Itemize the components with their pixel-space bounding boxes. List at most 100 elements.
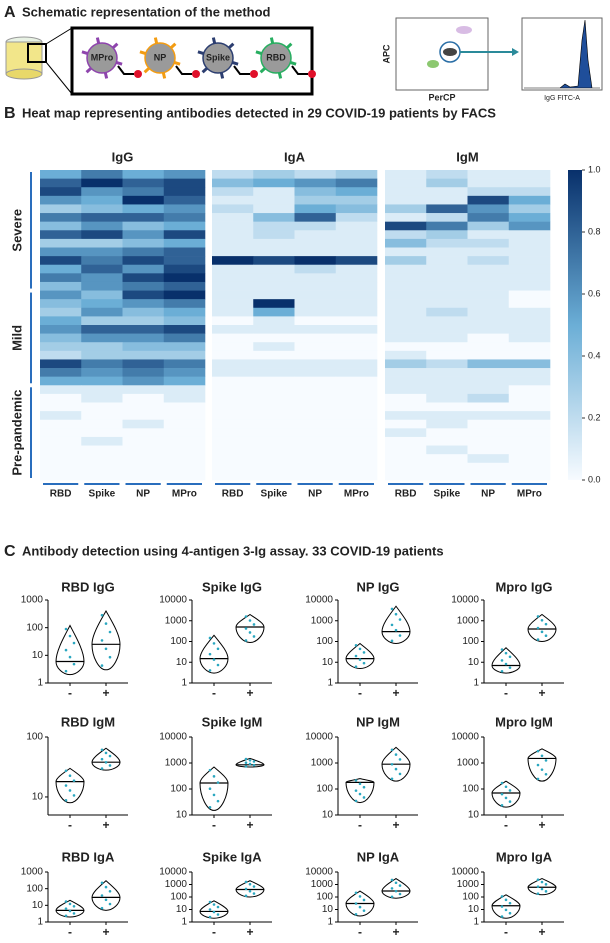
heat-cell bbox=[385, 342, 427, 352]
violin bbox=[235, 880, 265, 898]
heat-cell bbox=[122, 307, 165, 317]
antigen-spike bbox=[143, 67, 151, 74]
point-dot bbox=[252, 635, 256, 638]
point-dot bbox=[244, 627, 248, 630]
point-dot bbox=[536, 749, 540, 753]
heat-cell bbox=[426, 454, 468, 464]
heat-cell bbox=[508, 204, 551, 214]
heat-cell bbox=[122, 290, 165, 300]
plot-title: NP IgM bbox=[356, 714, 400, 729]
heat-cell bbox=[467, 273, 510, 283]
heat-cell bbox=[212, 402, 254, 412]
heat-cell bbox=[294, 402, 337, 412]
panel-title: Schematic representation of the method bbox=[22, 4, 271, 19]
heat-cell bbox=[508, 178, 551, 188]
y-tick-label: 100 bbox=[170, 784, 187, 795]
heat-cell bbox=[335, 445, 378, 455]
point-dot bbox=[358, 782, 362, 786]
heat-cell bbox=[253, 256, 295, 266]
heat-cell bbox=[467, 445, 510, 455]
point-dot bbox=[208, 806, 212, 809]
heat-cell bbox=[508, 428, 551, 438]
heat-cell bbox=[385, 178, 427, 188]
heat-cell bbox=[426, 187, 468, 197]
point-dot bbox=[398, 758, 402, 761]
point-dot bbox=[100, 639, 104, 642]
heat-cell bbox=[426, 204, 468, 214]
point-dot bbox=[64, 799, 68, 802]
heat-cell bbox=[122, 230, 165, 240]
heat-cell bbox=[294, 342, 337, 352]
point-dot bbox=[544, 634, 548, 638]
heat-cell bbox=[467, 299, 510, 309]
heat-cell bbox=[212, 325, 254, 334]
heat-cell bbox=[426, 333, 468, 343]
antigen-spike bbox=[115, 60, 123, 66]
heat-cell bbox=[81, 299, 123, 309]
heat-cell bbox=[426, 290, 468, 300]
point-dot bbox=[208, 636, 212, 640]
column-label: NP bbox=[136, 489, 150, 500]
x-tick-label: + bbox=[102, 818, 109, 832]
heat-cell bbox=[253, 428, 295, 438]
point-dot bbox=[500, 915, 504, 918]
heat-cell bbox=[212, 411, 254, 421]
point-dot bbox=[208, 768, 212, 772]
point-dot bbox=[394, 753, 398, 756]
heat-cell bbox=[40, 376, 82, 386]
heat-cell bbox=[122, 462, 165, 472]
point-dot bbox=[536, 638, 540, 641]
antigen-spike bbox=[255, 50, 263, 56]
violin bbox=[491, 780, 521, 808]
heat-cell bbox=[335, 436, 378, 446]
heat-cell bbox=[335, 204, 378, 214]
heat-cell bbox=[122, 187, 165, 197]
heat-cell bbox=[335, 419, 378, 429]
point-dot bbox=[362, 898, 366, 902]
heat-cell bbox=[426, 393, 468, 403]
point-dot bbox=[72, 912, 76, 915]
heat-cell bbox=[508, 462, 551, 472]
point-dot bbox=[398, 892, 402, 896]
heat-cell bbox=[508, 230, 551, 240]
point-dot bbox=[68, 634, 72, 638]
antigen-spike bbox=[103, 72, 109, 79]
point-dot bbox=[248, 762, 252, 766]
heat-cell bbox=[385, 376, 427, 386]
heat-cell bbox=[426, 281, 468, 291]
heat-cell bbox=[253, 238, 295, 248]
heat-cell bbox=[163, 350, 206, 360]
heat-cell bbox=[122, 385, 165, 395]
heat-cell bbox=[508, 402, 551, 412]
heat-cell bbox=[81, 428, 123, 438]
heat-cell bbox=[212, 419, 254, 429]
point-dot bbox=[544, 890, 548, 893]
heat-cell bbox=[294, 204, 337, 214]
point-dot bbox=[354, 643, 358, 647]
point-dot bbox=[508, 800, 512, 803]
heat-cell bbox=[253, 368, 295, 377]
point-dot bbox=[504, 898, 508, 902]
colorbar bbox=[568, 170, 582, 480]
column-label: RBD bbox=[50, 489, 72, 500]
point-dot bbox=[68, 909, 72, 913]
heat-cell bbox=[212, 230, 254, 240]
point-dot bbox=[358, 647, 362, 651]
heat-cell bbox=[426, 385, 468, 395]
panel-title: Heat map representing antibodies detecte… bbox=[22, 105, 496, 120]
point-dot bbox=[68, 789, 72, 792]
heat-cell bbox=[212, 247, 254, 257]
heat-cell bbox=[508, 445, 551, 455]
heat-cell bbox=[212, 264, 254, 274]
heat-cell bbox=[163, 256, 206, 266]
heat-cell bbox=[467, 428, 510, 438]
axis-label: APC bbox=[381, 44, 391, 64]
heat-cell bbox=[81, 307, 123, 317]
heat-cell bbox=[40, 350, 82, 360]
point-dot bbox=[390, 623, 394, 627]
heat-cell bbox=[467, 325, 510, 334]
point-dot bbox=[362, 909, 366, 912]
heat-cell bbox=[212, 178, 254, 188]
heat-cell bbox=[81, 393, 123, 403]
